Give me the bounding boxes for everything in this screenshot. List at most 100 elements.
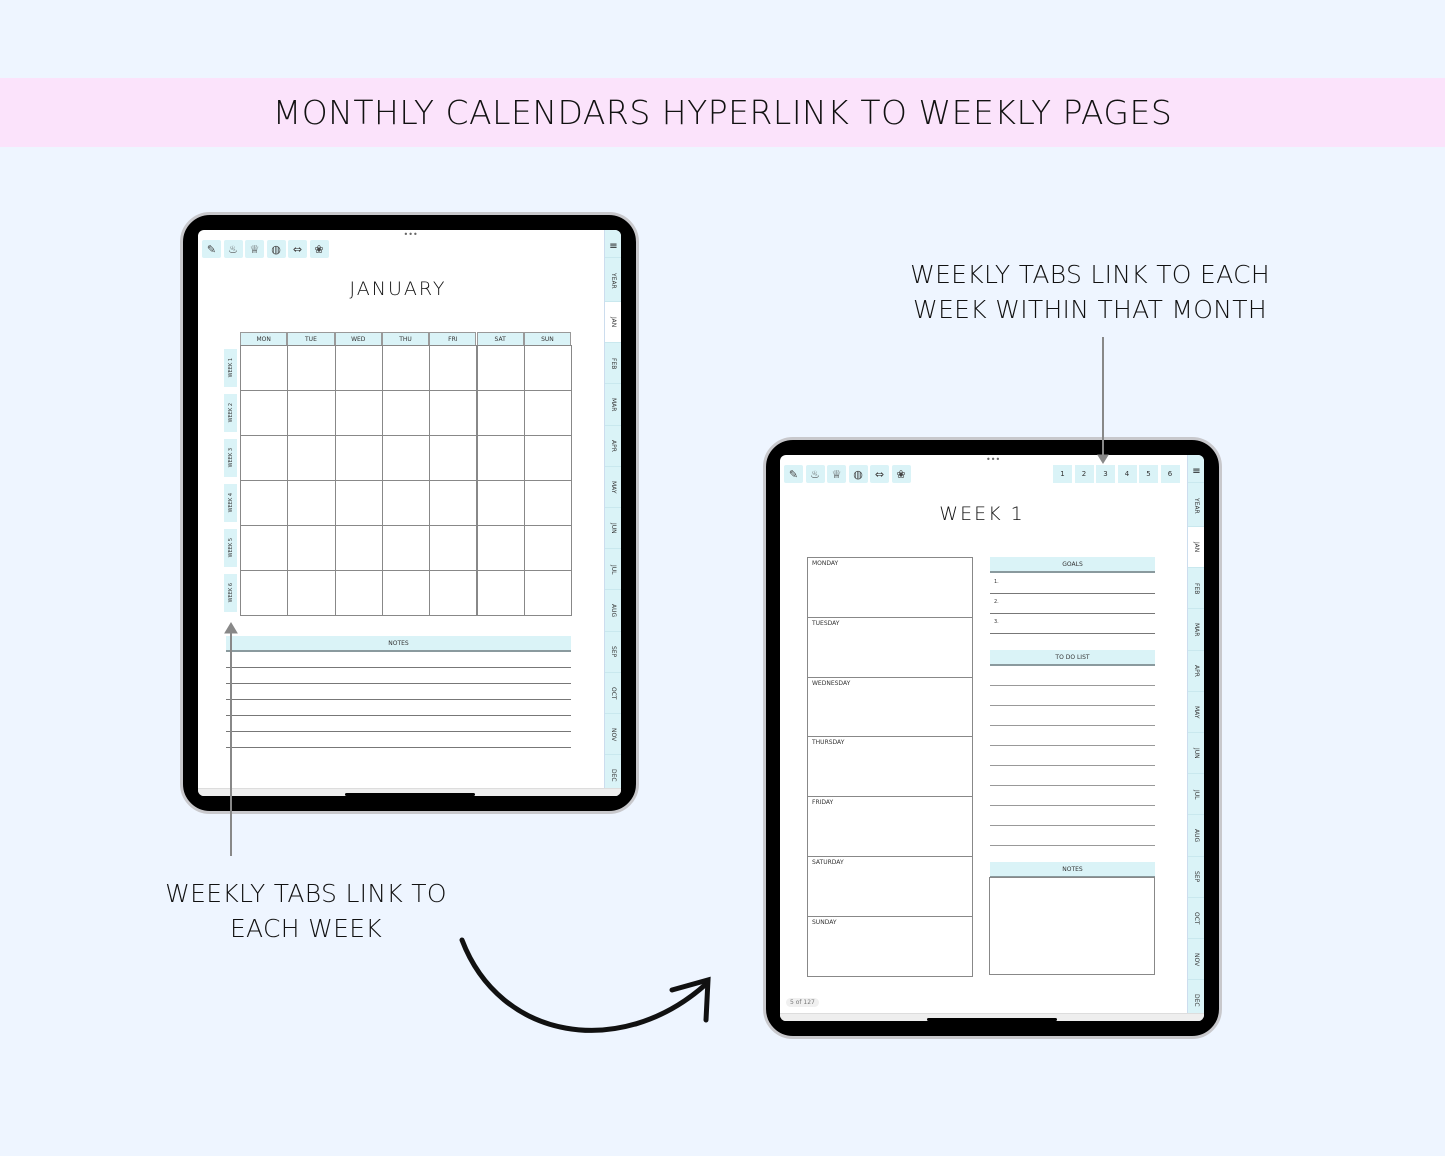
tab-sep[interactable]: SEP	[605, 632, 621, 673]
week-tab-4[interactable]: WEEK 4	[224, 484, 237, 522]
tab-label: AUG	[610, 604, 617, 618]
day-label: FRIDAY	[812, 799, 834, 807]
calendar-cell[interactable]	[523, 570, 573, 616]
banner-title: MONTHLY CALENDARS HYPERLINK TO WEEKLY PA…	[0, 78, 1445, 147]
tab-nov[interactable]: NOV	[605, 714, 621, 756]
todo-line[interactable]	[990, 805, 1155, 806]
dumbbell-icon: ⇔	[874, 467, 885, 481]
todo-header: TO DO LIST	[990, 650, 1155, 666]
tab-label: SEP	[610, 646, 617, 658]
tab-jun[interactable]: JUN	[605, 508, 621, 550]
tab-jan[interactable]: JAN	[1188, 527, 1204, 569]
tab-jan[interactable]: JAN	[605, 302, 621, 344]
arrow-up	[224, 622, 238, 856]
week-tab-1[interactable]: WEEK 1	[224, 349, 237, 387]
dots-handle[interactable]: •••	[986, 455, 1001, 464]
tab-label: YEAR	[1193, 498, 1200, 514]
todo-line[interactable]	[990, 685, 1155, 686]
tab-label: OCT	[610, 686, 617, 700]
week-tab-3[interactable]: WEEK 3	[224, 439, 237, 477]
week-tab-6[interactable]: 6	[1160, 465, 1180, 483]
week-tab-2[interactable]: 2	[1074, 465, 1094, 483]
tab-label: DEC	[610, 769, 617, 782]
tab-feb[interactable]: FEB	[1188, 568, 1204, 610]
tab-may[interactable]: MAY	[1188, 692, 1204, 733]
todo-line[interactable]	[990, 825, 1155, 826]
lotus-button[interactable]: ❀	[891, 465, 911, 483]
day-label: TUESDAY	[812, 619, 840, 627]
goal-line[interactable]	[990, 633, 1155, 634]
trophy-button[interactable]: ♕	[827, 465, 846, 483]
month-tabs: ≡ YEAR JAN FEB MAR APR MAY JUN JUL AUG SEP OCT NOV DE…	[1187, 455, 1204, 1021]
notes-icon: ✎	[206, 242, 217, 256]
tab-feb[interactable]: FEB	[605, 343, 621, 385]
basketball-button[interactable]: ◍	[848, 465, 868, 483]
tab-label: JUN	[1193, 747, 1200, 759]
notes-line[interactable]	[226, 667, 571, 668]
notes-line[interactable]	[226, 731, 571, 732]
goal-line[interactable]	[990, 593, 1155, 594]
caption-line: WEEKLY TABS LINK TO	[165, 879, 447, 908]
dots-handle[interactable]: •••	[403, 230, 418, 239]
trophy-button[interactable]: ♕	[245, 240, 264, 258]
week-tab-5[interactable]: WEEK 5	[224, 529, 237, 567]
tab-nov[interactable]: NOV	[1188, 939, 1204, 981]
tab-jul[interactable]: JUL	[605, 549, 621, 591]
week-tab-5[interactable]: 5	[1139, 465, 1158, 483]
week-tab-3[interactable]: 3	[1096, 465, 1115, 483]
todo-line[interactable]	[990, 725, 1155, 726]
notes-line[interactable]	[226, 699, 571, 700]
weekly-screen: ✎ ♨ ♕ ◍ ⇔ ❀ ••• ≡ YEAR JAN FEB MAR APR MAY JUN JUL AUG SE…	[780, 455, 1204, 1021]
tab-oct[interactable]: OCT	[605, 673, 621, 714]
tab-sep[interactable]: SEP	[1188, 857, 1204, 898]
tab-jun[interactable]: JUN	[1188, 733, 1204, 775]
todo-line[interactable]	[990, 785, 1155, 786]
tab-label: SEP	[1193, 871, 1200, 883]
week-tab-4[interactable]: 4	[1117, 465, 1137, 483]
goal-number: 3.	[994, 619, 999, 625]
tab-label: MAR	[1193, 622, 1200, 637]
notes-button[interactable]: ✎	[202, 240, 221, 258]
dumbbell-button[interactable]: ⇔	[288, 240, 307, 258]
teapot-button[interactable]: ♨	[805, 465, 825, 483]
notes-line[interactable]	[226, 747, 571, 748]
notes-line[interactable]	[226, 683, 571, 684]
teapot-button[interactable]: ♨	[223, 240, 243, 258]
todo-line[interactable]	[990, 745, 1155, 746]
tab-may[interactable]: MAY	[605, 467, 621, 508]
tab-jul[interactable]: JUL	[1188, 774, 1204, 816]
tab-apr[interactable]: APR	[605, 426, 621, 467]
todo-line[interactable]	[990, 705, 1155, 706]
caption-weekly-tabs: WEEKLY TABS LINK TO EACH WEEK WITHIN THA…	[880, 257, 1300, 327]
goal-line[interactable]	[990, 613, 1155, 614]
caption-line: WEEK WITHIN THAT MONTH	[913, 295, 1267, 324]
notes-button[interactable]: ✎	[784, 465, 803, 483]
week-tab-6[interactable]: WEEK 6	[224, 574, 237, 612]
basketball-button[interactable]: ◍	[266, 240, 286, 258]
tab-label: MAR	[610, 397, 617, 412]
tab-oct[interactable]: OCT	[1188, 898, 1204, 939]
todo-line[interactable]	[990, 765, 1155, 766]
home-indicator[interactable]	[927, 1018, 1057, 1021]
tab-mar[interactable]: MAR	[605, 385, 621, 426]
todo-line[interactable]	[990, 845, 1155, 846]
day-box-sunday[interactable]: SUNDAY	[807, 915, 973, 977]
week-tab-1[interactable]: 1	[1053, 465, 1072, 483]
tab-label: JUL	[1193, 789, 1200, 800]
menu-icon[interactable]: ≡	[605, 236, 621, 258]
tab-apr[interactable]: APR	[1188, 651, 1204, 692]
tab-mar[interactable]: MAR	[1188, 610, 1204, 651]
tab-aug[interactable]: AUG	[605, 591, 621, 632]
tab-year[interactable]: YEAR	[1188, 486, 1204, 527]
tab-year[interactable]: YEAR	[605, 261, 621, 302]
menu-icon[interactable]: ≡	[1188, 461, 1204, 483]
tab-label: JAN	[610, 317, 617, 328]
dumbbell-button[interactable]: ⇔	[870, 465, 889, 483]
home-indicator[interactable]	[344, 793, 475, 796]
week-tab-2[interactable]: WEEK 2	[224, 394, 237, 432]
tab-aug[interactable]: AUG	[1188, 816, 1204, 857]
lotus-button[interactable]: ❀	[309, 240, 329, 258]
tab-label: JUN	[610, 522, 617, 534]
notes-line[interactable]	[226, 715, 571, 716]
notes-box[interactable]	[989, 877, 1155, 975]
